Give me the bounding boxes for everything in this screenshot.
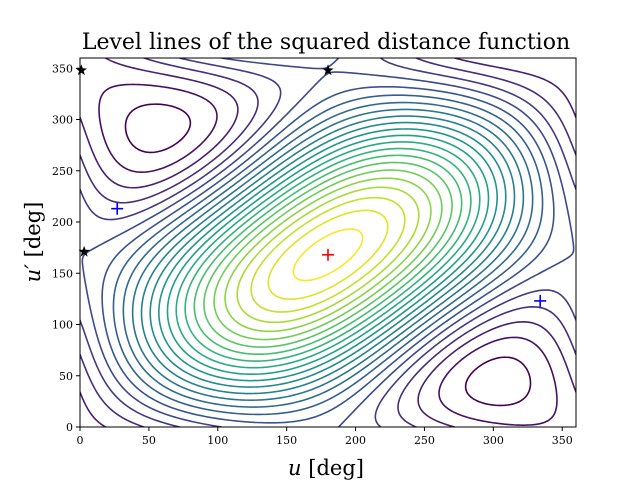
saddle-star-marker xyxy=(322,64,334,76)
minimum-marker xyxy=(534,294,547,307)
y-axis-unit: [deg] xyxy=(21,202,45,264)
contour-level-1 xyxy=(98,83,558,426)
x-axis-unit: [deg] xyxy=(302,456,364,480)
x-tick-label: 250 xyxy=(414,434,435,447)
contour-level-2 xyxy=(80,58,576,427)
contour-level-3 xyxy=(80,58,576,427)
contour-level-22 xyxy=(267,209,389,301)
contour-level-13 xyxy=(166,134,490,375)
x-tick-label: 200 xyxy=(345,434,366,447)
y-axis-ticks: 0 50 100 150 200 250 300 350 xyxy=(52,62,80,434)
y-tick-label: 50 xyxy=(59,370,73,383)
contour-level-0 xyxy=(124,103,532,407)
contour-level-14 xyxy=(175,141,481,369)
minimum-marker xyxy=(111,202,124,215)
y-axis-variable: u′ xyxy=(21,264,45,283)
maximum-marker xyxy=(322,248,334,261)
contour-level-18 xyxy=(213,169,443,341)
contour-level-7 xyxy=(112,94,544,416)
contour-level-21 xyxy=(250,196,406,313)
contour-level-12 xyxy=(158,128,498,382)
saddle-star-marker xyxy=(75,64,88,76)
contour-level-8 xyxy=(122,101,534,408)
x-tick-label: 0 xyxy=(77,434,84,447)
y-tick-label: 250 xyxy=(52,165,73,178)
contour-level-17 xyxy=(203,161,453,348)
contour-level-4 xyxy=(80,58,576,427)
y-tick-label: 100 xyxy=(52,319,73,332)
contour-level-5 xyxy=(81,58,575,427)
y-axis-label: u′ [deg] xyxy=(21,202,45,283)
x-tick-label: 350 xyxy=(552,434,573,447)
x-tick-label: 100 xyxy=(207,434,228,447)
contour-level-9 xyxy=(131,108,525,401)
y-tick-label: 300 xyxy=(52,114,73,127)
x-tick-label: 50 xyxy=(142,434,156,447)
axes-frame xyxy=(79,57,577,428)
x-axis-label: u [deg] xyxy=(288,456,364,480)
plot-area xyxy=(80,58,576,427)
contour-level-11 xyxy=(149,121,507,388)
critical-point-markers xyxy=(75,64,547,307)
contour-level-16 xyxy=(193,154,463,356)
contour-level-23 xyxy=(292,228,364,282)
y-tick-label: 200 xyxy=(52,216,73,229)
contour-lines xyxy=(80,58,576,427)
y-tick-label: 350 xyxy=(52,62,73,75)
contour-level-6 xyxy=(101,85,555,424)
y-tick-label: 150 xyxy=(52,267,73,280)
contour-level-15 xyxy=(184,147,472,362)
y-tick-label: 0 xyxy=(66,421,73,434)
x-tick-label: 150 xyxy=(276,434,297,447)
chart-title: Level lines of the squared distance func… xyxy=(82,30,570,55)
contour-level-20 xyxy=(236,186,420,324)
x-tick-label: 300 xyxy=(483,434,504,447)
x-axis-variable: u xyxy=(288,456,302,480)
saddle-star-marker xyxy=(78,245,90,257)
contour-level-10 xyxy=(140,115,516,395)
contour-level-19 xyxy=(224,177,432,333)
x-axis-ticks: 0 50 100 150 200 250 300 350 xyxy=(77,427,573,447)
